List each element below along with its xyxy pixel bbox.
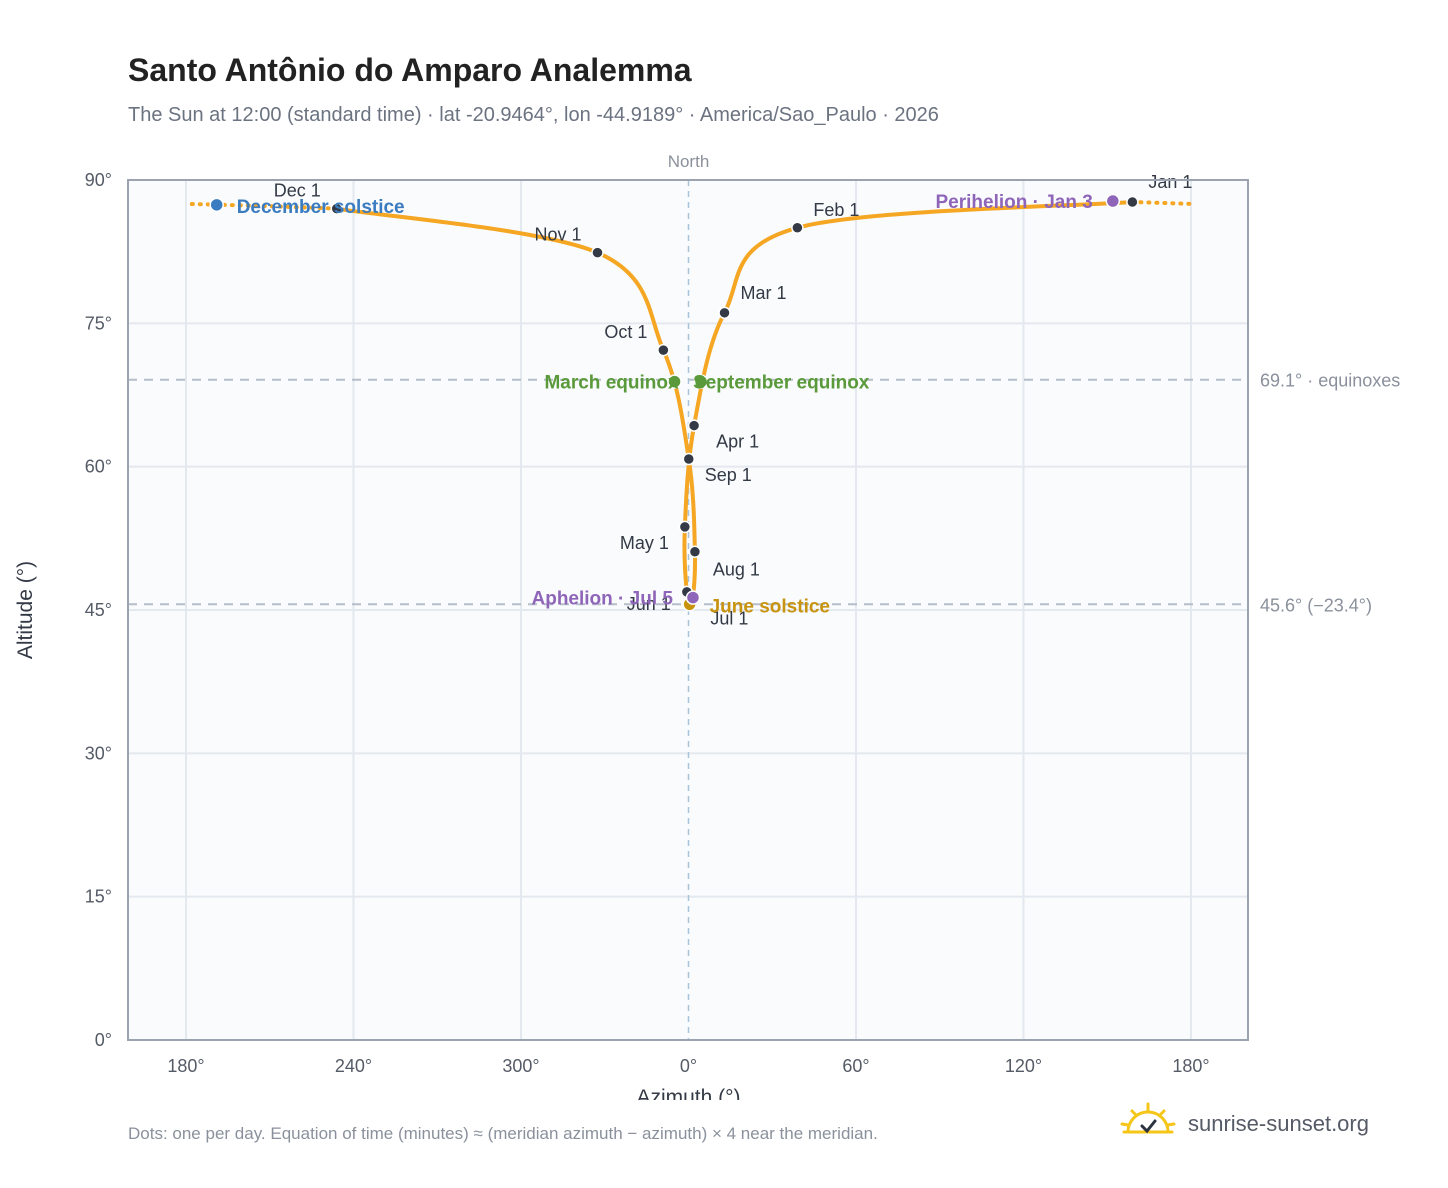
analemma-tail-left	[184, 201, 339, 211]
month-marker-label: Feb 1	[813, 200, 859, 220]
plot-border	[127, 179, 1249, 1041]
chart-subtitle: The Sun at 12:00 (standard time) · lat -…	[128, 104, 939, 126]
y-tick-label: 45°	[85, 600, 112, 620]
event-label: Aphelion · Jul 5	[532, 589, 674, 610]
y-tick-label: 0°	[95, 1030, 112, 1050]
y-tick-label: 75°	[85, 313, 112, 333]
analemma-curve	[184, 199, 1193, 605]
event-label: September equinox	[693, 373, 870, 394]
reference-line-label: 45.6° (−23.4°)	[1260, 595, 1372, 615]
event-marker	[685, 590, 701, 605]
month-marker-label: Sep 1	[705, 465, 752, 485]
month-marker	[591, 246, 604, 259]
month-marker	[718, 306, 731, 320]
month-marker	[791, 221, 804, 235]
event-label: Perihelion · Jan 3	[936, 192, 1093, 213]
analemma-chart: 69.1° · equinoxes 45.6° (−23.4°) North Ja…	[14, 152, 1400, 1100]
month-marker-label: May 1	[620, 533, 669, 553]
x-tick-label: 180°	[167, 1056, 204, 1076]
x-tick-label: 0°	[680, 1056, 697, 1076]
month-marker-label: Apr 1	[716, 432, 759, 452]
north-label: North	[668, 152, 710, 171]
month-marker	[687, 419, 701, 432]
brand-name: sunrise-sunset.org	[1188, 1111, 1369, 1136]
event-label: December solstice	[237, 197, 405, 218]
y-tick-label: 90°	[85, 170, 112, 190]
x-tick-label: 60°	[842, 1056, 869, 1076]
month-marker-label: Jan 1	[1148, 172, 1192, 192]
month-marker	[1126, 195, 1139, 209]
y-tick-label: 15°	[85, 887, 112, 907]
x-tick-label: 120°	[1005, 1056, 1042, 1076]
footnote: Dots: one per day. Equation of time (min…	[128, 1124, 878, 1143]
month-marker-label: Aug 1	[713, 560, 760, 580]
month-marker	[657, 343, 670, 357]
brand[interactable]: sunrise-sunset.org	[1120, 1102, 1369, 1146]
event-marker	[667, 374, 682, 389]
x-tick-label: 300°	[502, 1056, 539, 1076]
x-tick-label: 180°	[1172, 1056, 1209, 1076]
chart-title: Santo Antônio do Amparo Analemma	[128, 52, 692, 88]
event-marker	[693, 374, 709, 389]
event-marker	[209, 197, 224, 213]
month-marker	[678, 520, 692, 534]
analemma-path	[334, 199, 1135, 605]
month-marker	[682, 452, 696, 466]
month-marker	[330, 202, 343, 215]
month-marker-label: Dec 1	[274, 181, 321, 201]
y-axis-label: Altitude (°)	[14, 561, 37, 659]
reference-line-label: 69.1° · equinoxes	[1260, 371, 1400, 391]
x-axis-label: Azimuth (°)	[636, 1086, 740, 1100]
month-marker-label: Oct 1	[604, 322, 647, 342]
event-label: March equinox	[544, 373, 679, 394]
y-tick-label: 30°	[85, 743, 112, 763]
axis-ticks: 180° 240° 300° 0° 60° 120° 180° 0° 15° 30° 45° 60° 7…	[85, 170, 1210, 1076]
analemma-tail-right	[1130, 199, 1193, 206]
event-markers: December solstice June solstice March equi…	[209, 192, 1121, 617]
y-tick-label: 60°	[85, 457, 112, 477]
event-marker	[1105, 193, 1121, 209]
x-tick-label: 240°	[335, 1056, 372, 1076]
month-marker-label: Jun 1	[627, 594, 671, 614]
month-marker-label: Mar 1	[741, 283, 787, 303]
month-marker-label: Nov 1	[534, 225, 581, 245]
month-marker	[688, 545, 702, 558]
sun-logo-icon	[1120, 1102, 1176, 1147]
month-marker-label: Jul 1	[710, 609, 748, 629]
event-label: June solstice	[710, 596, 830, 617]
